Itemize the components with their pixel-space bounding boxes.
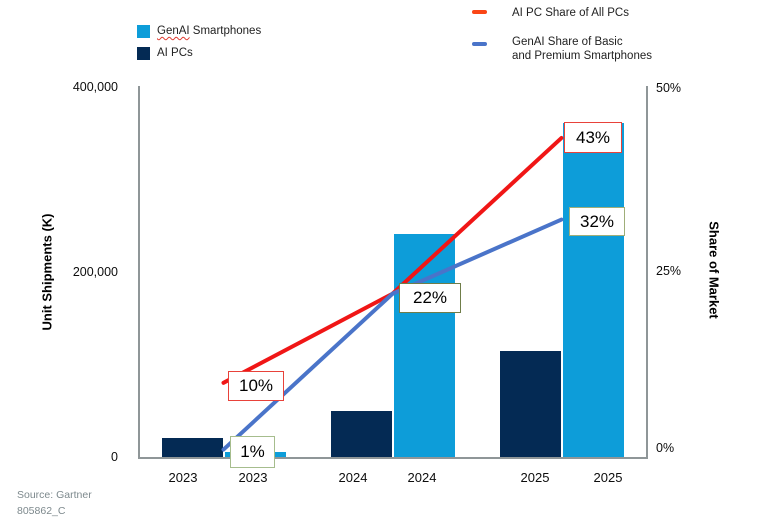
x-axis-tick: 2023 xyxy=(238,470,268,485)
bar-ai-pcs-2024 xyxy=(330,410,392,457)
left-axis-tick: 0 xyxy=(111,450,118,464)
right-axis-tick: 25% xyxy=(656,264,682,278)
legend-swatch-icon xyxy=(137,25,150,38)
bar-genai-smartphones-2025 xyxy=(562,123,624,457)
legend-label: GenAI Smartphones xyxy=(157,25,262,37)
data-label-43pct: 43% xyxy=(564,122,622,153)
data-label-32pct: 32% xyxy=(569,207,625,236)
source-text: Source: Gartner xyxy=(17,489,92,501)
x-axis-tick: 2024 xyxy=(338,470,368,485)
legend-dash-icon xyxy=(472,42,487,46)
left-axis-tick: 200,000 xyxy=(72,265,118,279)
legend-item-genai-smartphones: GenAI Smartphones xyxy=(137,25,261,38)
x-axis-tick: 2023 xyxy=(168,470,198,485)
x-axis-line xyxy=(138,457,648,459)
legend-item-ai-pcs: AI PCs xyxy=(137,47,193,60)
x-axis-tick: 2025 xyxy=(520,470,550,485)
right-axis-title: Share of Market xyxy=(706,221,722,319)
x-axis-tick: 2024 xyxy=(407,470,437,485)
legend-label: AI PC Share of All PCs xyxy=(512,7,629,19)
left-axis-tick: 400,000 xyxy=(72,80,118,94)
line-genai-share-of-basic-and-premium-smartphones xyxy=(221,217,564,452)
bar-ai-pcs-2025 xyxy=(499,351,561,457)
x-axis-tick: 2025 xyxy=(593,470,623,485)
legend-swatch-icon xyxy=(137,47,150,60)
right-axis-line xyxy=(646,86,648,459)
right-axis-tick: 0% xyxy=(656,441,675,455)
data-label-22pct: 22% xyxy=(399,283,461,313)
right-axis-tick: 50% xyxy=(656,81,682,95)
document-id: 805862_C xyxy=(17,505,66,517)
legend-label: GenAI Share of Basic and Premium Smartpho… xyxy=(512,36,652,62)
legend-dash-icon xyxy=(472,10,487,14)
bar-ai-pcs-2023 xyxy=(161,438,223,457)
left-axis-line xyxy=(138,86,140,459)
legend-label: AI PCs xyxy=(157,47,193,59)
data-label-1pct: 1% xyxy=(230,436,275,468)
data-label-10pct: 10% xyxy=(228,371,284,401)
line-ai-pc-share-of-all-pcs xyxy=(221,135,564,385)
